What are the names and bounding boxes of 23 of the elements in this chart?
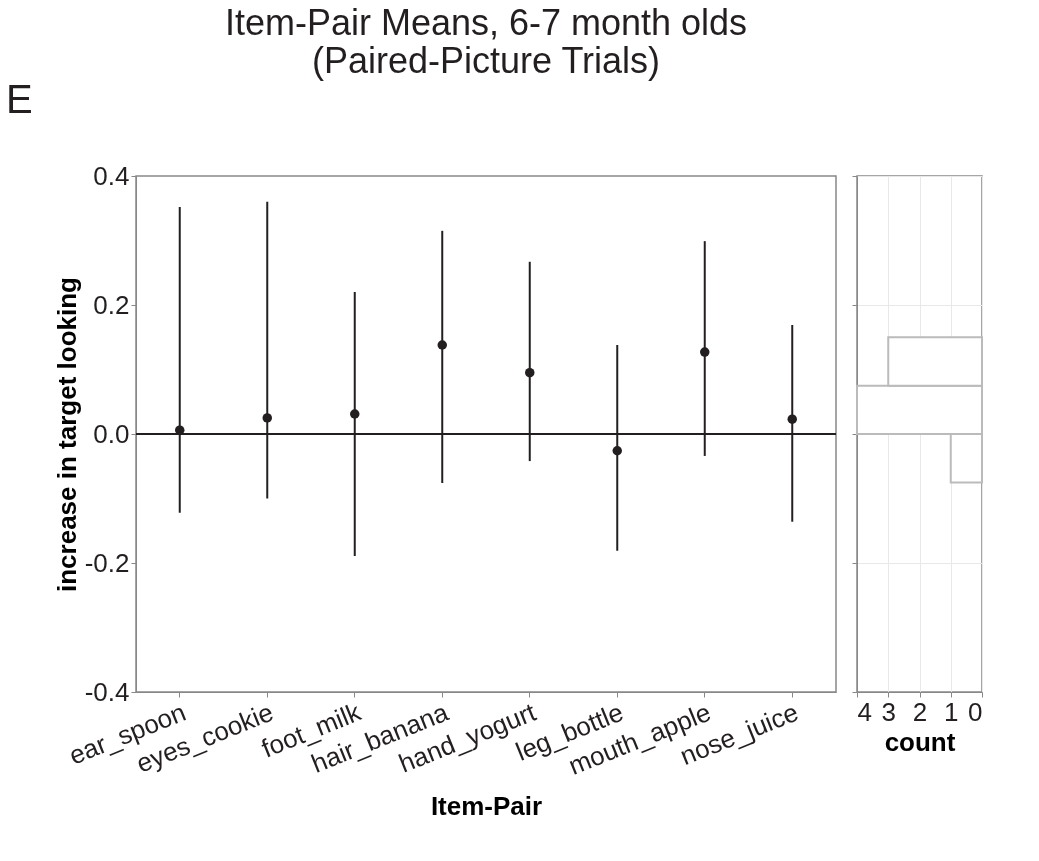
point	[262, 413, 272, 423]
point	[525, 367, 535, 378]
point	[787, 414, 797, 424]
point	[350, 409, 360, 419]
x-tick-label: 2	[912, 696, 928, 727]
x-tick-label: 1	[944, 696, 959, 727]
x-tick-label: 3	[881, 696, 896, 727]
text: E	[6, 77, 33, 121]
y-tick-label: 0.4	[93, 160, 130, 191]
x-tick-label: 4	[857, 696, 872, 727]
text: (Paired-Picture Trials)	[311, 40, 661, 81]
y-axis-title: increase in target looking	[51, 277, 82, 592]
x-axis-title: count	[884, 726, 956, 757]
y-tick-label: 0.0	[93, 418, 130, 449]
y-tick-label: -0.2	[84, 547, 130, 578]
point	[437, 340, 447, 350]
x-tick-label: 0	[968, 696, 983, 727]
point	[612, 446, 622, 456]
text: Item-Pair Means, 6-7 month olds	[224, 2, 748, 43]
x-axis-title: Item-Pair	[430, 790, 543, 821]
point	[700, 347, 710, 357]
y-tick-label: 0.2	[93, 289, 130, 320]
y-tick-label: -0.4	[84, 676, 130, 707]
